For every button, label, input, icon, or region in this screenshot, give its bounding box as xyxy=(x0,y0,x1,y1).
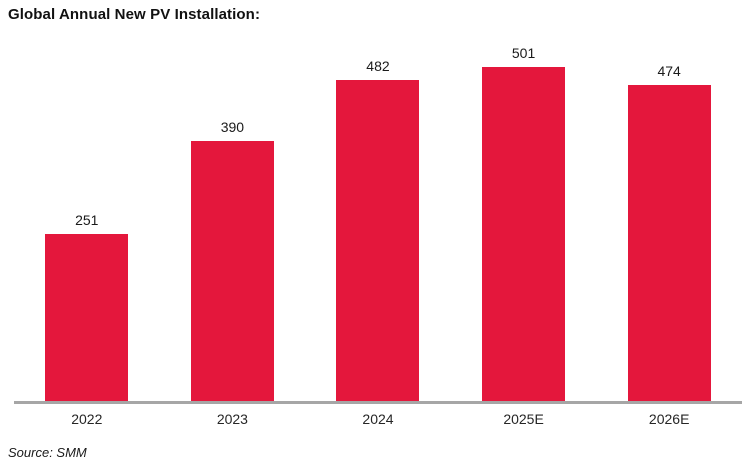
bar-value-label: 501 xyxy=(511,45,536,61)
bar-value-label: 251 xyxy=(75,212,99,228)
x-axis-line xyxy=(14,401,742,404)
bar-column: 390 xyxy=(160,40,306,402)
bar-plot-area: 251 390 482 501 474 xyxy=(14,40,742,402)
x-axis-label: 2024 xyxy=(362,411,394,427)
x-axis-labels-row: 2022 2023 2024 2025E 2026E xyxy=(14,411,742,427)
bar-column: 474 xyxy=(596,40,742,402)
bar-column: 251 xyxy=(14,40,160,402)
x-axis-label: 2025E xyxy=(503,411,544,427)
bar xyxy=(336,80,420,402)
chart-title: Global Annual New PV Installation: xyxy=(8,6,261,23)
x-axis-label: 2022 xyxy=(71,411,103,427)
bar-column: 482 xyxy=(305,40,451,402)
bar xyxy=(190,141,274,402)
source-note: Source: SMM xyxy=(8,445,87,460)
bar xyxy=(627,85,711,402)
bar xyxy=(482,67,566,402)
x-axis-label: 2023 xyxy=(216,411,248,427)
bar-value-label: 482 xyxy=(366,58,390,74)
bar-column: 501 xyxy=(451,40,597,402)
bar-value-label: 390 xyxy=(220,119,245,135)
bar-value-label: 474 xyxy=(657,63,681,79)
x-axis-label: 2026E xyxy=(648,411,690,427)
bar xyxy=(45,234,129,402)
